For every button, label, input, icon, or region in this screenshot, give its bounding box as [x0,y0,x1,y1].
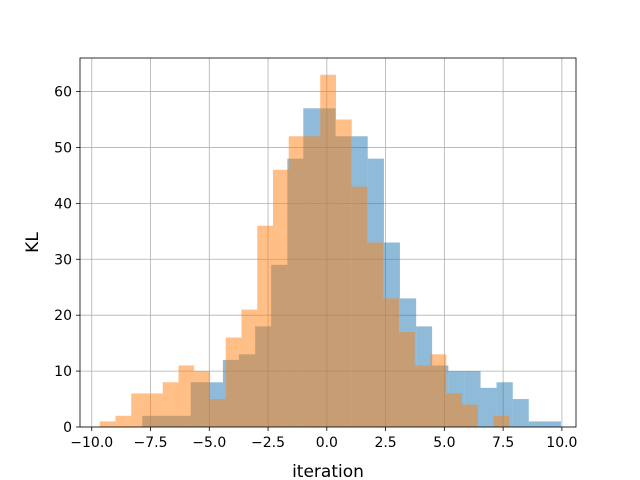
histogram-bar [528,421,545,427]
histogram-bar [544,421,561,427]
y-tick-label: 0 [63,420,72,436]
x-tick-label: 2.5 [374,435,396,451]
y-tick-label: 50 [54,140,72,156]
histogram-bar [257,225,273,427]
histogram-bar [99,421,116,427]
histogram-bar [131,393,147,427]
histogram-bar [162,382,179,427]
y-tick-label: 20 [54,308,72,324]
ticks: −10.0 −7.5 −5.0 −2.5 0.0 2.5 5.0 7.5 10.0 0 10 20 30… [54,85,577,451]
histogram-bar [367,242,384,427]
x-tick-label: −10.0 [70,435,113,451]
x-tick-label: 0.0 [316,435,338,451]
histogram-bar [414,365,431,427]
y-tick-label: 10 [54,364,72,380]
bars [99,74,561,428]
x-tick-label: −5.0 [192,435,226,451]
histogram-bar [272,169,289,427]
histogram-bar [194,371,210,427]
histogram-bar [335,119,352,427]
y-tick-label: 30 [54,252,72,268]
histogram-bar [493,415,510,427]
histogram-bar [430,354,447,427]
y-tick-label: 40 [54,196,72,212]
histogram-bar [178,365,195,427]
x-tick-label: 5.0 [433,435,455,451]
x-tick-label: 7.5 [492,435,514,451]
histogram-bar [225,337,242,427]
histogram-bar [304,136,321,428]
histogram-bar [446,393,462,427]
x-axis-label: iteration [292,462,364,480]
histogram-bar [351,186,368,427]
histogram-bar [146,393,163,427]
x-tick-label: −2.5 [251,435,285,451]
histogram-bar [288,136,305,428]
histogram-bar [480,387,497,427]
histogram-bar [383,298,399,427]
histogram-bar [241,309,258,427]
histogram-bar [461,404,478,427]
x-tick-label: −7.5 [134,435,168,451]
histogram-bar [320,74,336,427]
x-tick-label: 10.0 [546,435,577,451]
histogram-bar [209,399,226,427]
histogram-bar [115,415,132,427]
histogram-bar [398,331,415,427]
y-tick-label: 60 [54,85,72,101]
plot-frame [79,57,577,428]
y-axis-label: KL [23,232,43,253]
histogram-bar [512,399,529,427]
series-2 [99,74,510,428]
